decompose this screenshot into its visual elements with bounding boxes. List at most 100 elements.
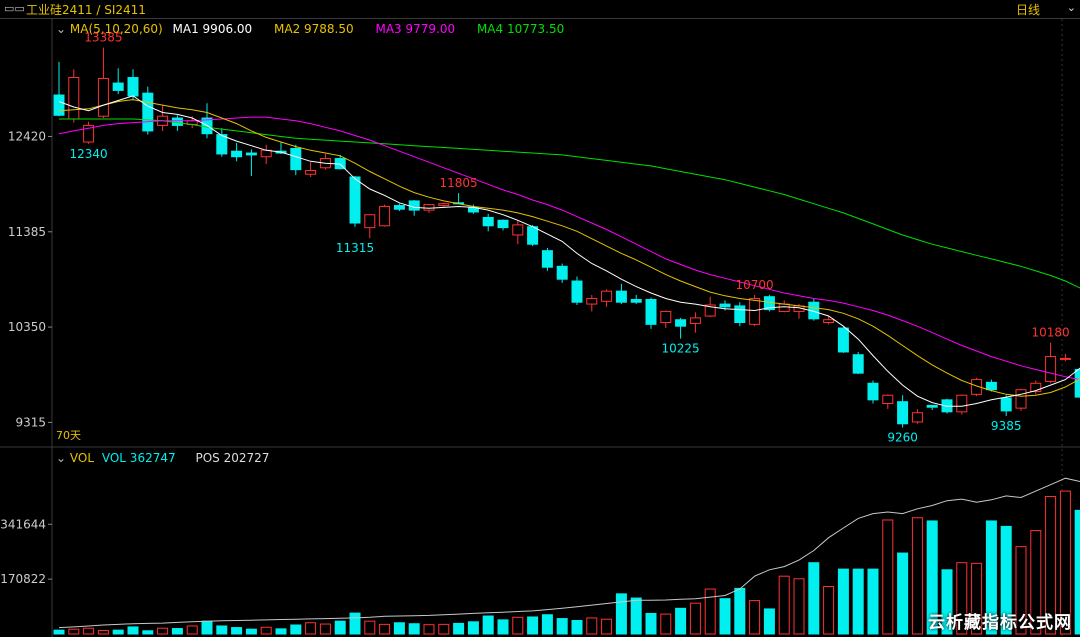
volume-bar bbox=[926, 520, 938, 635]
price-annotation: 10180 bbox=[1032, 326, 1070, 340]
volume-bar bbox=[882, 519, 894, 635]
candle-body bbox=[645, 298, 657, 325]
candle-body bbox=[630, 298, 642, 303]
candle-body bbox=[719, 303, 731, 308]
volume-bar bbox=[541, 614, 553, 635]
candle-body bbox=[926, 404, 938, 408]
candle-body bbox=[393, 205, 405, 210]
candle-body bbox=[601, 290, 613, 302]
price-annotation: 10700 bbox=[736, 278, 774, 292]
vol-indicator-name[interactable]: VOL bbox=[69, 451, 95, 465]
ma3-line bbox=[58, 116, 1080, 381]
price-annotation: 9260 bbox=[887, 430, 918, 444]
volume-bar bbox=[719, 598, 731, 635]
volume-bar bbox=[527, 616, 539, 635]
candle-body bbox=[897, 401, 909, 425]
volume-bar bbox=[675, 607, 687, 635]
days-label: 70天 bbox=[56, 429, 81, 442]
legend-chevron-icon[interactable]: ⌄ bbox=[56, 22, 67, 36]
volume-bar bbox=[157, 627, 169, 635]
volume-bar bbox=[171, 628, 183, 635]
volume-bar bbox=[689, 602, 701, 635]
price-annotation: 13385 bbox=[84, 31, 122, 45]
volume-bar bbox=[571, 620, 583, 635]
candle-body bbox=[571, 280, 583, 303]
ma2-value: MA2 9788.50 bbox=[274, 22, 354, 36]
candle-body bbox=[112, 82, 124, 91]
candle-body bbox=[127, 77, 139, 97]
volume-bar bbox=[823, 585, 835, 635]
volume-bar bbox=[83, 627, 95, 635]
watermark: 云析藏指标公式网 bbox=[928, 613, 1072, 633]
volume-bar bbox=[467, 621, 479, 635]
volume-bar bbox=[911, 517, 923, 635]
volume-bar bbox=[601, 618, 613, 635]
candle-body bbox=[408, 200, 420, 211]
volume-bar bbox=[956, 562, 968, 635]
chevron-down-icon[interactable]: ⌄ bbox=[1066, 1, 1076, 14]
candle-body bbox=[556, 265, 568, 280]
period-selector[interactable]: 日线 bbox=[1015, 3, 1040, 17]
vol-value: VOL 362747 bbox=[101, 451, 176, 465]
candle-body bbox=[53, 94, 65, 116]
price-annotation: 12340 bbox=[70, 147, 108, 161]
title-bar: ▭▭ 工业硅2411 / SI2411 日线 ⌄ bbox=[0, 0, 1080, 19]
candle-body bbox=[482, 217, 494, 227]
ma4-line bbox=[59, 118, 1080, 289]
price-tick-label: 12420 bbox=[8, 129, 46, 143]
candle-body bbox=[305, 170, 317, 175]
volume-bar bbox=[245, 628, 257, 635]
candle-body bbox=[675, 319, 687, 327]
kline-chart[interactable]: 12420 11385 10350 9315 70天 13385 12340 11805 113… bbox=[0, 19, 1080, 637]
candle-body bbox=[971, 379, 983, 395]
volume-bar bbox=[231, 627, 243, 635]
volume-bar bbox=[112, 629, 124, 635]
candle-body bbox=[911, 412, 923, 423]
price-annotation: 11805 bbox=[440, 176, 478, 190]
vol-chevron-icon[interactable]: ⌄ bbox=[56, 451, 67, 465]
volume-bar bbox=[438, 623, 450, 635]
volume-bar bbox=[704, 588, 716, 635]
candle-body bbox=[837, 327, 849, 353]
candle-body bbox=[541, 250, 553, 268]
menu-icon[interactable]: ▭▭ bbox=[4, 2, 25, 15]
candle-body bbox=[1074, 368, 1080, 398]
candle-body bbox=[867, 382, 879, 401]
volume-bar bbox=[749, 600, 761, 635]
ma-indicator-name[interactable]: MA(5,10,20,60) bbox=[69, 22, 163, 36]
ma1-line bbox=[58, 95, 1080, 407]
volume-bar bbox=[319, 623, 331, 635]
candle-body bbox=[778, 303, 790, 312]
volume-bar bbox=[867, 568, 879, 635]
candle-body bbox=[364, 214, 376, 229]
volume-bar bbox=[556, 618, 568, 635]
candle-body bbox=[660, 310, 672, 323]
candle-body bbox=[734, 305, 746, 323]
volume-bar bbox=[660, 613, 672, 635]
price-tick-label: 10350 bbox=[8, 320, 46, 334]
candle-body bbox=[689, 317, 701, 324]
volume-legend: ⌄ VOL VOL 362747 POS 202727 bbox=[56, 451, 269, 465]
volume-bar bbox=[852, 568, 864, 635]
ma3-value: MA3 9779.00 bbox=[375, 22, 456, 36]
volume-bar bbox=[808, 562, 820, 635]
volume-bar bbox=[127, 626, 139, 635]
candle-body bbox=[1015, 389, 1027, 409]
volume-tick-label: 170822 bbox=[0, 572, 46, 586]
volume-bar bbox=[216, 625, 228, 635]
volume-bar bbox=[985, 520, 997, 635]
candle-body bbox=[245, 152, 257, 156]
candle-body bbox=[852, 354, 864, 374]
volume-bar bbox=[53, 629, 65, 635]
candle-body bbox=[1059, 357, 1071, 360]
volume-bar bbox=[645, 612, 657, 635]
volume-bar bbox=[142, 630, 154, 635]
position-line bbox=[58, 477, 1080, 629]
candle-body bbox=[83, 124, 95, 143]
volume-bar bbox=[364, 620, 376, 635]
volume-bar bbox=[941, 569, 953, 635]
contract-title[interactable]: 工业硅2411 / SI2411 bbox=[26, 3, 146, 17]
price-legend: ⌄ MA(5,10,20,60) MA1 9906.00 MA2 9788.50… bbox=[56, 22, 564, 36]
candle-body bbox=[438, 203, 450, 207]
price-tick-label: 9315 bbox=[15, 415, 46, 429]
